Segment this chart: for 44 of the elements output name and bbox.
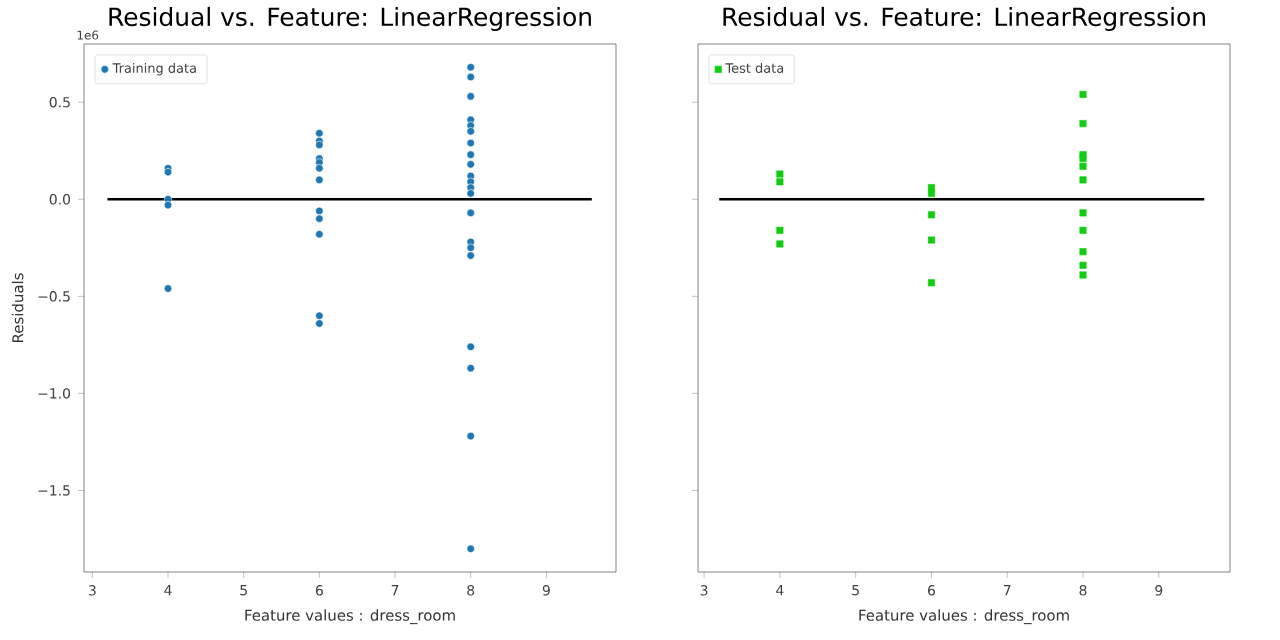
point bbox=[163, 201, 173, 210]
point bbox=[315, 230, 324, 239]
point bbox=[776, 226, 784, 234]
point bbox=[776, 178, 784, 186]
point bbox=[1079, 162, 1087, 170]
point bbox=[315, 164, 324, 173]
point bbox=[776, 240, 784, 248]
point bbox=[466, 160, 475, 169]
point bbox=[1079, 261, 1087, 269]
point bbox=[1079, 120, 1087, 128]
point bbox=[466, 189, 475, 198]
point bbox=[315, 129, 324, 138]
point bbox=[927, 211, 935, 219]
point bbox=[466, 544, 475, 553]
point bbox=[1079, 226, 1087, 234]
point bbox=[927, 279, 935, 287]
chart-title: Residual vs. Feature: LinearRegression bbox=[109, 6, 591, 32]
point bbox=[315, 311, 324, 320]
point bbox=[466, 72, 475, 82]
point bbox=[1079, 271, 1087, 279]
point bbox=[466, 138, 475, 148]
point bbox=[927, 236, 935, 244]
point bbox=[466, 63, 475, 72]
point bbox=[466, 432, 475, 441]
point bbox=[1079, 176, 1087, 184]
point bbox=[466, 251, 475, 260]
point bbox=[466, 364, 475, 373]
point bbox=[315, 319, 324, 328]
point bbox=[466, 208, 475, 217]
chart-title: Residual vs. Feature: LinearRegression bbox=[723, 6, 1205, 32]
point bbox=[1079, 248, 1087, 256]
point bbox=[466, 342, 475, 351]
point bbox=[466, 92, 475, 101]
point bbox=[1079, 90, 1087, 98]
point bbox=[466, 243, 475, 252]
point bbox=[163, 284, 173, 293]
point bbox=[315, 206, 324, 216]
point bbox=[466, 150, 475, 159]
point bbox=[776, 170, 784, 178]
point bbox=[466, 127, 475, 136]
point bbox=[927, 189, 935, 197]
point bbox=[315, 214, 324, 223]
point bbox=[1079, 209, 1087, 217]
point bbox=[315, 175, 324, 184]
